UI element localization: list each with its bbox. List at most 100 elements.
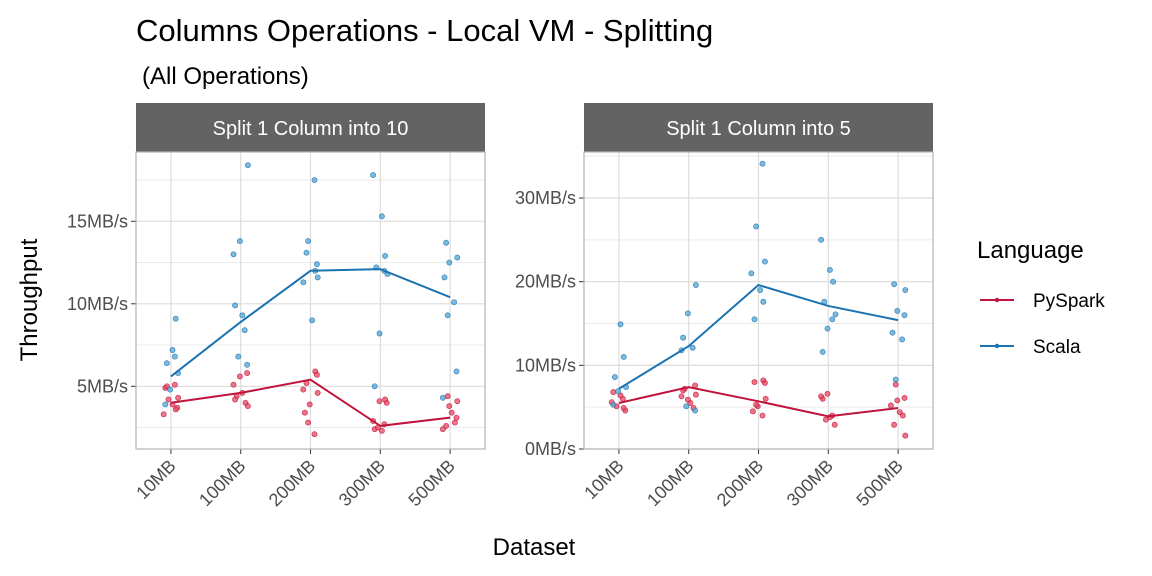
data-point-scala [684, 310, 691, 317]
data-point-scala [230, 251, 237, 258]
data-point-pyspark [620, 405, 627, 411]
data-point-pyspark [305, 419, 312, 426]
data-point-pyspark [314, 389, 321, 396]
data-point-pyspark [454, 398, 461, 405]
data-point-pyspark [761, 379, 768, 386]
data-point-scala [751, 316, 758, 323]
data-point-pyspark [887, 402, 894, 409]
data-point-pyspark [446, 403, 453, 410]
data-point-scala [894, 308, 901, 314]
data-point-pyspark [751, 379, 758, 386]
data-point-scala [901, 312, 908, 319]
data-point-scala [439, 394, 446, 401]
series-line-pyspark [170, 378, 451, 427]
data-point-scala [378, 213, 385, 220]
data-point-scala [244, 361, 251, 368]
facet-strip-label: Split 1 Column into 10 [213, 118, 409, 140]
data-point-scala [824, 325, 831, 332]
data-point-pyspark [892, 381, 899, 388]
data-point-scala [891, 281, 898, 288]
data-point-pyspark [902, 432, 909, 439]
data-point-pyspark [171, 381, 178, 388]
data-point-pyspark [453, 414, 460, 421]
y-tick-label: 5MB/s [77, 376, 128, 396]
chart-subtitle: (All Operations) [142, 63, 309, 90]
data-point-scala [167, 386, 174, 393]
y-tick-label: 15MB/s [67, 211, 128, 231]
data-point-scala [443, 239, 450, 246]
x-axis-title: Dataset [493, 534, 576, 561]
data-point-pyspark [232, 396, 239, 403]
data-point-pyspark [901, 395, 908, 401]
data-point-pyspark [692, 391, 699, 398]
data-point-pyspark [172, 406, 179, 413]
data-point-scala [163, 360, 170, 367]
data-point-scala [314, 274, 321, 281]
data-point-scala [382, 252, 389, 259]
y-tick-label: 0MB/s [525, 439, 576, 459]
data-point-scala [748, 270, 755, 277]
x-tick-label: 300MB [783, 456, 837, 510]
data-point-pyspark [160, 411, 167, 418]
data-point-scala [610, 401, 617, 408]
x-tick-label: 10MB [580, 456, 627, 503]
data-point-scala [171, 353, 178, 360]
panel-border [135, 151, 486, 450]
data-point-pyspark [610, 389, 617, 396]
panels-layer: Split 1 Column into 10 5MB/s 10MB/s 15MB/s 1… [67, 103, 934, 510]
data-point-scala [446, 259, 453, 266]
y-tick-label: 10MB/s [67, 294, 128, 314]
data-point-scala [818, 236, 825, 243]
data-point-scala [370, 172, 377, 179]
data-point-scala [371, 383, 378, 390]
data-point-pyspark [244, 370, 251, 377]
panel-border [583, 151, 934, 450]
data-point-scala [235, 353, 242, 360]
data-point-pyspark [444, 393, 451, 400]
data-point-scala [680, 334, 687, 341]
data-point-scala [620, 354, 627, 360]
x-tick-label: 100MB [643, 456, 697, 510]
data-point-scala [376, 330, 383, 337]
facet-strip [136, 103, 485, 152]
legend: Language PySpark Scala [977, 237, 1105, 358]
data-point-scala [760, 298, 767, 305]
series-line-scala [170, 268, 451, 378]
data-point-scala [305, 238, 312, 245]
data-point-scala [454, 254, 461, 261]
data-point-scala [892, 376, 899, 383]
data-point-scala [244, 162, 251, 169]
data-point-scala [313, 261, 320, 268]
data-point-pyspark [236, 373, 243, 380]
data-point-scala [611, 374, 618, 381]
facet-strip [584, 103, 933, 152]
legend-label-pyspark: PySpark [1033, 291, 1105, 312]
data-point-pyspark [831, 421, 838, 428]
x-tick-label: 10MB [132, 456, 179, 503]
legend-title: Language [977, 237, 1084, 264]
legend-key-point-scala [994, 343, 1000, 349]
data-point-pyspark [759, 412, 766, 419]
data-point-pyspark [313, 371, 320, 378]
x-tick-label: 500MB [404, 456, 458, 510]
data-point-scala [169, 347, 176, 353]
data-point-pyspark [762, 395, 769, 402]
facet-strip-label: Split 1 Column into 5 [666, 118, 851, 140]
data-point-scala [311, 177, 318, 183]
data-point-scala [753, 223, 760, 230]
data-point-pyspark [899, 412, 906, 419]
series-line-scala [618, 283, 899, 390]
y-tick-label: 20MB/s [515, 272, 576, 292]
data-point-pyspark [376, 398, 383, 405]
data-point-scala [451, 299, 458, 306]
x-tick-label: 200MB [265, 456, 319, 510]
data-point-scala [899, 336, 906, 343]
data-point-pyspark [451, 419, 458, 426]
data-point-pyspark [306, 401, 313, 408]
series-line-pyspark [618, 386, 899, 418]
data-point-pyspark [448, 409, 455, 416]
data-point-scala [819, 349, 826, 355]
data-point-scala [761, 258, 768, 265]
